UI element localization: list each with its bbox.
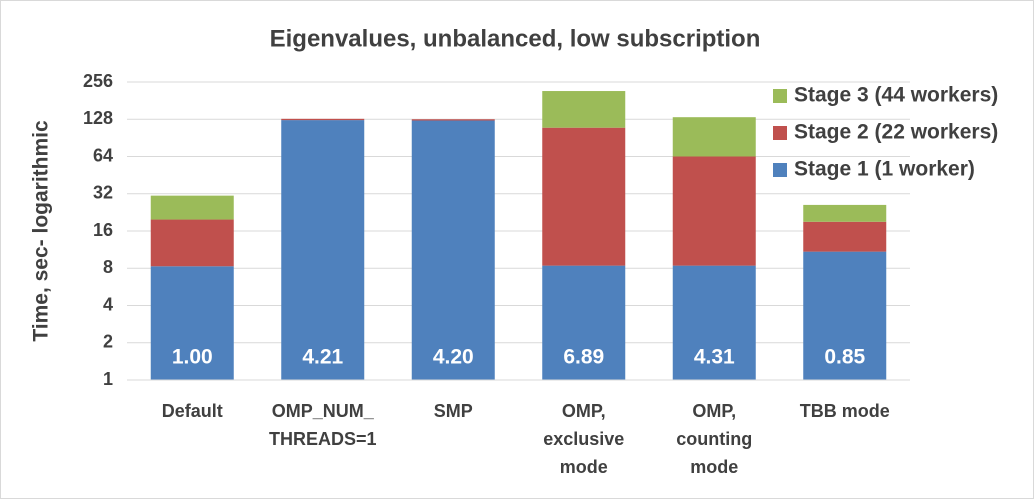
bar-segment <box>150 266 234 380</box>
bar-segment <box>542 91 626 128</box>
bar-label: 0.85 <box>824 346 865 369</box>
bar-segment <box>281 118 365 121</box>
y-tick-label: 1 <box>103 369 113 389</box>
bar-label: 1.00 <box>172 346 213 369</box>
bar-segment <box>672 117 756 157</box>
bar-segment <box>542 265 626 380</box>
y-tick-label: 2 <box>103 332 113 352</box>
bar-segment <box>803 204 887 222</box>
bar-segment <box>411 120 495 380</box>
y-axis-label: Time, sec- logarithmic <box>30 120 53 342</box>
bar-segment <box>150 195 234 220</box>
y-tick-label: 16 <box>93 220 113 240</box>
bar-label: 4.20 <box>433 346 474 369</box>
bar-label: 6.89 <box>563 346 604 369</box>
bar-label: 4.21 <box>302 346 343 369</box>
x-tick-label: OMP, counting mode <box>676 401 752 477</box>
bar-segment <box>281 120 365 381</box>
x-tick-label: Default <box>162 401 223 421</box>
bar-segment <box>411 119 495 121</box>
bar-segment <box>542 127 626 266</box>
bar-segment <box>672 156 756 266</box>
bar-segment <box>150 219 234 267</box>
x-tick-label: TBB mode <box>800 401 890 421</box>
bar-label: 4.31 <box>694 346 735 369</box>
x-tick-label: OMP, exclusive mode <box>543 401 624 477</box>
bar-segment <box>803 221 887 252</box>
legend-swatch <box>773 89 787 103</box>
y-tick-label: 128 <box>83 108 113 128</box>
legend-label: Stage 3 (44 workers) <box>794 84 998 107</box>
legend-swatch <box>773 163 787 177</box>
legend-swatch <box>773 126 787 140</box>
y-tick-label: 8 <box>103 257 113 277</box>
x-tick-label: OMP_NUM_ THREADS=1 <box>269 401 377 449</box>
bar-segment <box>803 251 887 380</box>
y-tick-label: 32 <box>93 183 113 203</box>
y-tick-label: 4 <box>103 294 113 314</box>
y-tick-label: 256 <box>83 71 113 91</box>
bar-segment <box>672 265 756 380</box>
chart-title: Eigenvalues, unbalanced, low subscriptio… <box>270 25 761 52</box>
legend-label: Stage 1 (1 worker) <box>794 158 975 181</box>
y-tick-label: 64 <box>93 145 113 165</box>
x-tick-label: SMP <box>434 401 473 421</box>
legend-label: Stage 2 (22 workers) <box>794 121 998 144</box>
